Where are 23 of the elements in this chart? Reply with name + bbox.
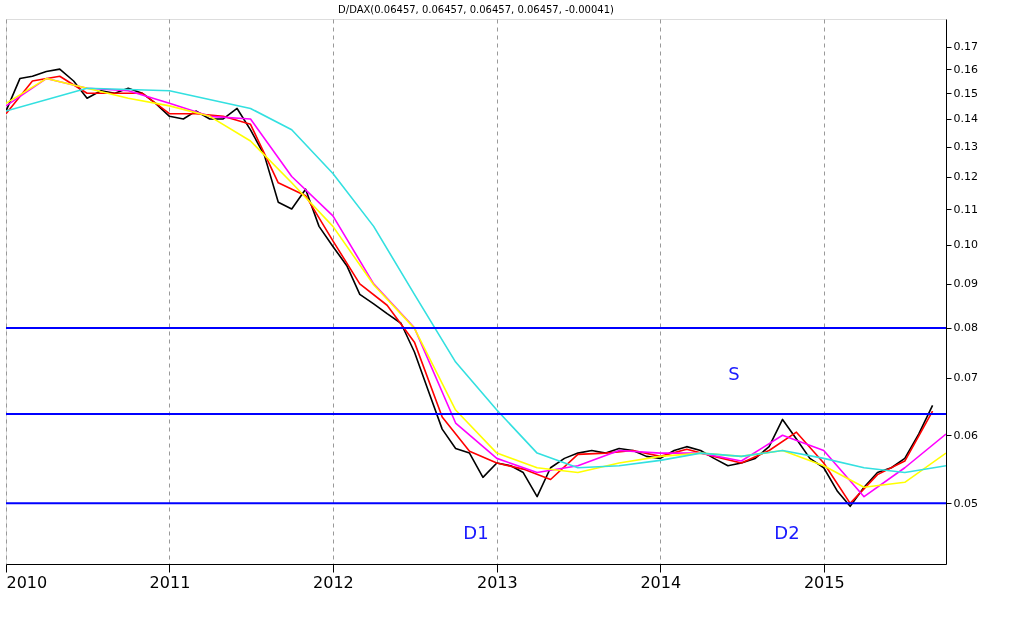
y-tick-label: 0.09 <box>953 277 978 291</box>
x-tick-label: 2013 <box>476 572 518 592</box>
annotation: D2 <box>774 522 800 543</box>
x-tick-label: 2014 <box>640 572 682 592</box>
x-tick-label: 2011 <box>149 572 191 592</box>
y-tick-label: 0.06 <box>953 428 978 442</box>
x-tick-label: 2015 <box>803 572 845 592</box>
y-tick-label: 0.05 <box>953 496 978 510</box>
x-tick-label: 2012 <box>313 572 354 592</box>
y-tick-label: 0.16 <box>953 62 978 76</box>
annotation: S <box>728 363 740 384</box>
x-tick-label: 2010 <box>6 572 48 592</box>
chart-title: D/DAX(0.06457, 0.06457, 0.06457, 0.06457, -0.00041) <box>338 4 615 15</box>
annotation: D1 <box>463 522 489 543</box>
y-tick-label: 0.13 <box>953 140 978 154</box>
y-tick-label: 0.14 <box>953 112 978 126</box>
y-tick-label: 0.17 <box>953 40 978 54</box>
y-tick-label: 0.10 <box>953 238 978 252</box>
y-tick-label: 0.11 <box>953 202 978 216</box>
y-tick-label: 0.08 <box>953 321 978 335</box>
y-tick-label: 0.12 <box>953 170 978 184</box>
y-tick-label: 0.15 <box>953 86 978 100</box>
y-tick-label: 0.07 <box>953 371 978 385</box>
